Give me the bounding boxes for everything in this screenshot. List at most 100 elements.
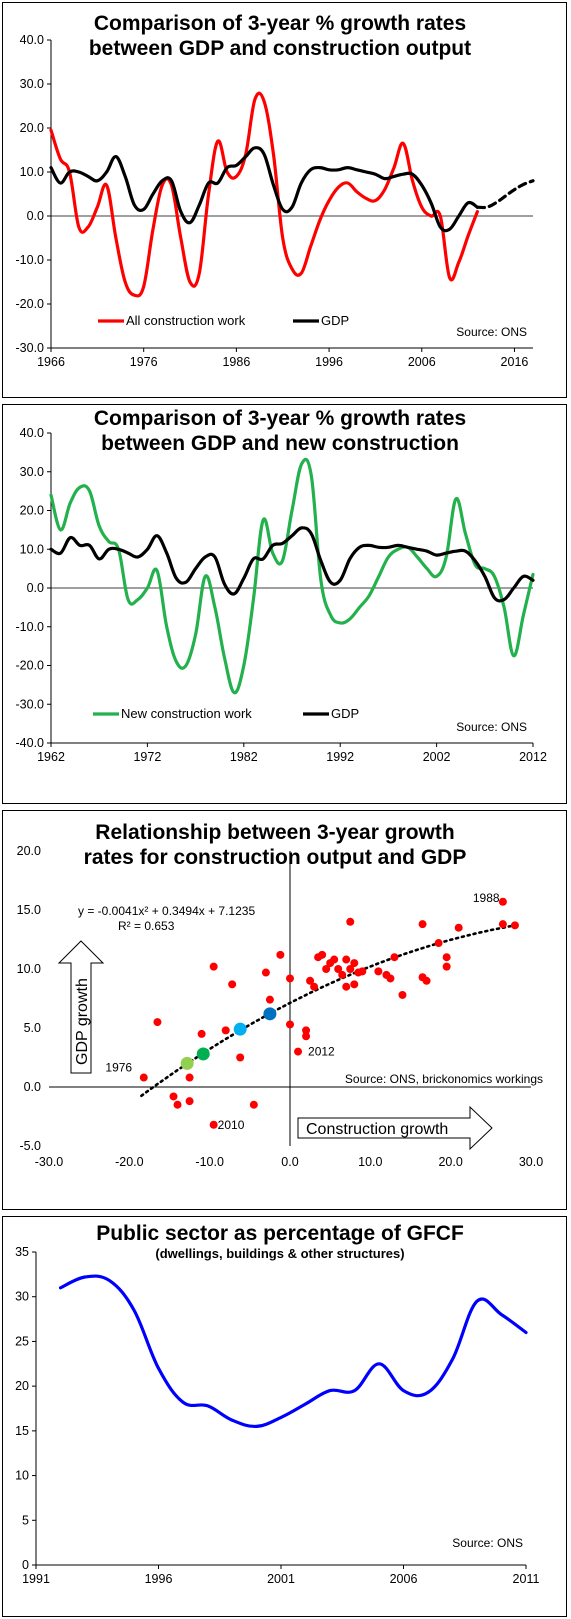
x-tick-label: 1992 — [326, 750, 354, 764]
x-tick-label: 2006 — [408, 355, 436, 369]
scatter-point — [173, 1100, 182, 1109]
scatter-point — [358, 967, 367, 976]
x-tick-label: 2011 — [513, 1572, 540, 1586]
scatter-point — [342, 982, 351, 991]
y-tick-label: -40.0 — [16, 736, 45, 750]
x-tick-label: 0.0 — [281, 1155, 298, 1169]
scatter-point — [330, 955, 339, 964]
x-tick-label: 1996 — [315, 355, 343, 369]
scatter-point — [261, 968, 270, 977]
x-tick-label: 1996 — [145, 1572, 173, 1586]
y-tick-label: 5.0 — [24, 1021, 41, 1035]
chart-subtitle: (dwellings, buildings & other structures… — [155, 1246, 404, 1261]
scatter-point — [498, 920, 507, 929]
x-tick-label: 1991 — [22, 1572, 50, 1586]
series-line-gdp — [49, 146, 479, 233]
scatter-point — [286, 1020, 294, 1029]
y-tick-label: 10.0 — [17, 962, 41, 976]
x-axis-label: Construction growth — [306, 1121, 448, 1138]
y-tick-label: 25 — [15, 1334, 29, 1348]
x-tick-label: 2001 — [267, 1572, 295, 1586]
scatter-point — [169, 1092, 178, 1101]
chart-construction-vs-gdp: Comparison of 3-year % growth ratesbetwe… — [16, 12, 535, 369]
scatter-point — [185, 1097, 194, 1106]
scatter-point — [418, 920, 427, 929]
x-tick-label: 1976 — [130, 355, 158, 369]
scatter-point — [342, 955, 351, 964]
scatter-point — [454, 923, 463, 932]
scatter-point — [185, 1073, 194, 1082]
y-axis-arrow — [57, 940, 105, 1074]
trend-equation: y = -0.0041x² + 0.3494x + 7.1235 — [78, 904, 255, 918]
series-line-dashed-2 — [475, 179, 535, 210]
y-tick-label: -10.0 — [16, 253, 45, 267]
highlight-point — [180, 1056, 194, 1070]
x-axis-arrow — [297, 1105, 493, 1151]
y-tick-label: 0.0 — [24, 1080, 41, 1094]
y-tick-label: 30.0 — [20, 465, 44, 479]
scatter-point — [322, 965, 331, 973]
scatter-point — [398, 990, 407, 999]
scatter-point — [346, 917, 355, 926]
chart-panel-public-sector-gfcf: Public sector as percentage of GFCF (dwel… — [2, 1216, 567, 1617]
scatter-point — [338, 970, 347, 979]
chart-title: Public sector as percentage of GFCF — [96, 1222, 464, 1245]
scatter-point — [286, 974, 294, 983]
x-tick-label: 1986 — [222, 355, 250, 369]
source-note: Source: ONS, brickonomics workings — [345, 1072, 543, 1086]
chart-title-line: Relationship between 3-year growth — [95, 821, 454, 844]
series-line-dashed-0 — [58, 1274, 528, 1429]
legend-label: GDP — [331, 706, 359, 721]
scatter-point — [276, 950, 285, 959]
legend-label: New construction work — [121, 706, 252, 721]
scatter-point — [374, 967, 383, 976]
x-tick-label: -30.0 — [35, 1155, 64, 1169]
y-tick-label: 30.0 — [20, 77, 44, 91]
scatter-point — [334, 965, 343, 973]
chart-public-sector-gfcf: Public sector as percentage of GFCF(dwel… — [15, 1222, 540, 1586]
highlight-point — [233, 1022, 247, 1036]
x-tick-label: 30.0 — [519, 1155, 543, 1169]
series-line-all-construction-work — [49, 91, 479, 298]
scatter-point — [422, 976, 431, 985]
scatter-point — [346, 965, 355, 973]
scatter-point — [221, 1026, 230, 1035]
y-tick-label: 0.0 — [27, 209, 44, 223]
point-year-label: 1988 — [473, 891, 500, 905]
legend-label: GDP — [321, 313, 349, 328]
chart-new-construction-vs-gdp: Comparison of 3-year % growth ratesbetwe… — [16, 407, 547, 764]
y-tick-label: 20 — [15, 1379, 29, 1393]
scatter-point — [350, 980, 359, 989]
y-tick-label: 0 — [22, 1558, 29, 1572]
source-note: Source: ONS — [452, 1536, 523, 1550]
scatter-point — [139, 1073, 148, 1082]
y-tick-label: 20.0 — [20, 121, 44, 135]
scatter-point — [302, 1026, 311, 1035]
y-tick-label: 10.0 — [20, 165, 44, 179]
scatter-point — [390, 953, 399, 962]
x-tick-label: 20.0 — [438, 1155, 462, 1169]
highlight-point — [263, 1007, 277, 1021]
chart-title-line: between GDP and new construction — [101, 432, 459, 455]
y-tick-label: 40.0 — [20, 426, 44, 440]
scatter-point — [310, 982, 319, 991]
source-note: Source: ONS — [456, 720, 527, 734]
y-tick-label: 20.0 — [20, 504, 44, 518]
x-tick-label: 1972 — [133, 750, 161, 764]
scatter-point — [318, 950, 327, 959]
x-tick-label: 2016 — [501, 355, 529, 369]
legend-label: All construction work — [126, 313, 246, 328]
scatter-point — [265, 995, 274, 1004]
x-tick-label: 2006 — [390, 1572, 418, 1586]
y-tick-label: 40.0 — [20, 33, 44, 47]
point-year-label: 2010 — [218, 1118, 245, 1132]
highlight-point — [196, 1047, 210, 1061]
y-tick-label: 10 — [15, 1469, 29, 1483]
y-tick-label: 5 — [22, 1513, 29, 1527]
chart-title-line: between GDP and construction output — [89, 37, 471, 60]
x-tick-label: 2002 — [423, 750, 451, 764]
x-tick-label: 2012 — [519, 750, 547, 764]
scatter-point — [498, 897, 507, 906]
x-tick-label: 1982 — [230, 750, 258, 764]
trend-r-squared: R² = 0.653 — [118, 919, 175, 933]
